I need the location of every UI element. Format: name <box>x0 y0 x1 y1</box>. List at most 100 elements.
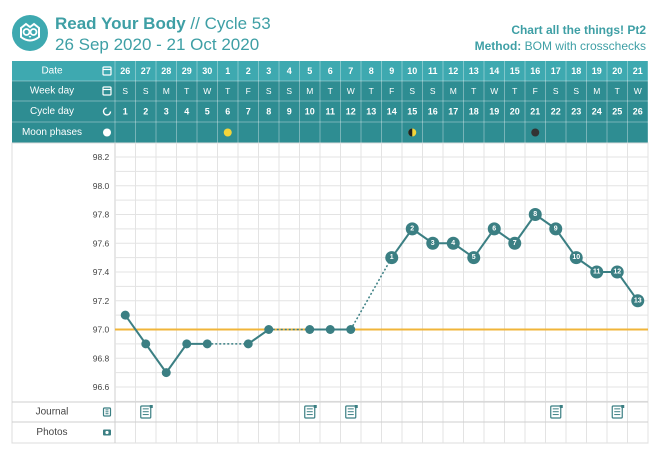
y-tick-label: 96.8 <box>93 353 110 363</box>
temp-point-label: 7 <box>513 240 517 247</box>
temp-point[interactable] <box>182 339 192 349</box>
weekday-cell: F <box>533 86 538 96</box>
weekday-cell: T <box>369 86 374 96</box>
temp-point-high[interactable] <box>631 294 645 308</box>
temp-point-label: 8 <box>533 211 537 218</box>
cycleday-cell: 8 <box>266 107 271 117</box>
date-cell: 27 <box>141 66 151 76</box>
journal-icon-tab <box>559 405 563 408</box>
cycleday-cell: 1 <box>123 107 128 117</box>
y-tick-label: 97.0 <box>93 325 110 335</box>
cycleday-cell: 24 <box>592 107 602 117</box>
weekday-cell: S <box>409 86 415 96</box>
date-cell: 2 <box>246 66 251 76</box>
date-cell: 4 <box>287 66 292 76</box>
weekday-cell: W <box>203 86 211 96</box>
y-tick-label: 97.2 <box>93 296 110 306</box>
date-cell: 18 <box>571 66 581 76</box>
date-cell: 5 <box>307 66 312 76</box>
row-label: Cycle day <box>30 106 74 117</box>
temp-line <box>124 314 147 345</box>
cycleday-cell: 17 <box>448 107 458 117</box>
temp-point-high[interactable] <box>487 222 501 236</box>
method-info: Method: BOM with crosschecks <box>475 39 646 53</box>
cycleday-cell: 18 <box>469 107 479 117</box>
temp-point-high[interactable] <box>467 251 481 265</box>
method-value: BOM with crosschecks <box>524 39 646 53</box>
moon-new-icon <box>223 128 232 137</box>
temp-point-label: 9 <box>554 225 558 232</box>
temp-point[interactable] <box>346 325 356 334</box>
date-cell: 14 <box>489 66 499 76</box>
temp-point-label: 1 <box>390 254 394 261</box>
date-cell: 21 <box>633 66 643 76</box>
temp-point[interactable] <box>141 339 151 349</box>
temp-point-label: 5 <box>472 254 476 261</box>
date-cell: 12 <box>448 66 458 76</box>
temp-line-dotted <box>350 257 393 330</box>
temp-line <box>144 343 168 374</box>
weekday-cell: M <box>306 86 313 96</box>
row-label-cell <box>12 61 115 81</box>
cycleday-cell: 20 <box>510 107 520 117</box>
temp-point-high[interactable] <box>528 208 542 221</box>
moon-half-shadow <box>408 128 413 137</box>
weekday-cell: W <box>347 86 355 96</box>
weekday-cell: M <box>450 86 457 96</box>
cycleday-cell: 9 <box>287 107 292 117</box>
temp-point-high[interactable] <box>405 222 419 236</box>
moon-full-icon <box>103 128 111 137</box>
date-cell: 19 <box>592 66 602 76</box>
calendar-icon <box>102 66 112 76</box>
temp-point-high[interactable] <box>385 251 399 265</box>
temp-point-label: 12 <box>613 269 621 276</box>
cycle-number: // Cycle 53 <box>190 14 271 33</box>
weekday-cell: M <box>593 86 600 96</box>
row-label-cell <box>12 101 115 122</box>
temp-point[interactable] <box>202 339 212 349</box>
cycleday-cell: 2 <box>143 107 148 117</box>
temp-point-high[interactable] <box>426 236 440 250</box>
date-cell: 28 <box>161 66 171 76</box>
weekday-cell: S <box>286 86 292 96</box>
cycleday-cell: 25 <box>612 107 622 117</box>
date-cell: 9 <box>389 66 394 76</box>
temp-point-high[interactable] <box>569 251 583 265</box>
temp-point-label: 10 <box>572 254 580 261</box>
temp-point[interactable] <box>120 310 130 320</box>
temp-point[interactable] <box>305 325 315 334</box>
temp-point-high[interactable] <box>610 265 624 279</box>
page-title: Read Your Body // Cycle 53 <box>55 14 271 34</box>
y-tick-label: 97.4 <box>93 267 110 277</box>
temp-point[interactable] <box>325 325 335 334</box>
date-cell: 20 <box>612 66 622 76</box>
journal-icon-tab <box>149 405 153 408</box>
temp-point-label: 6 <box>492 225 496 232</box>
temp-point-high[interactable] <box>508 236 522 250</box>
chart-header: Read Your Body // Cycle 53 26 Sep 2020 -… <box>0 0 660 60</box>
date-cell: 6 <box>328 66 333 76</box>
temp-point-high[interactable] <box>549 222 563 236</box>
temp-point-label: 2 <box>410 225 414 232</box>
date-cell: 13 <box>469 66 479 76</box>
row-label: Week day <box>30 86 74 97</box>
cycleday-cell: 3 <box>164 107 169 117</box>
date-cell: 16 <box>530 66 540 76</box>
weekday-cell: T <box>471 86 476 96</box>
date-cell: 3 <box>266 66 271 76</box>
weekday-cell: T <box>512 86 517 96</box>
temp-point-high[interactable] <box>446 236 460 250</box>
owl-logo-icon <box>12 15 48 51</box>
weekday-cell: S <box>553 86 559 96</box>
cycleday-cell: 6 <box>225 107 230 117</box>
temp-point-high[interactable] <box>590 265 604 279</box>
cycle-date-range: 26 Sep 2020 - 21 Oct 2020 <box>55 35 260 54</box>
temp-point[interactable] <box>161 368 171 378</box>
temp-point[interactable] <box>243 339 253 349</box>
date-cell: 11 <box>428 66 438 76</box>
temp-point-label: 4 <box>451 240 455 247</box>
temp-point[interactable] <box>264 325 274 334</box>
row-label-cell <box>12 81 115 101</box>
